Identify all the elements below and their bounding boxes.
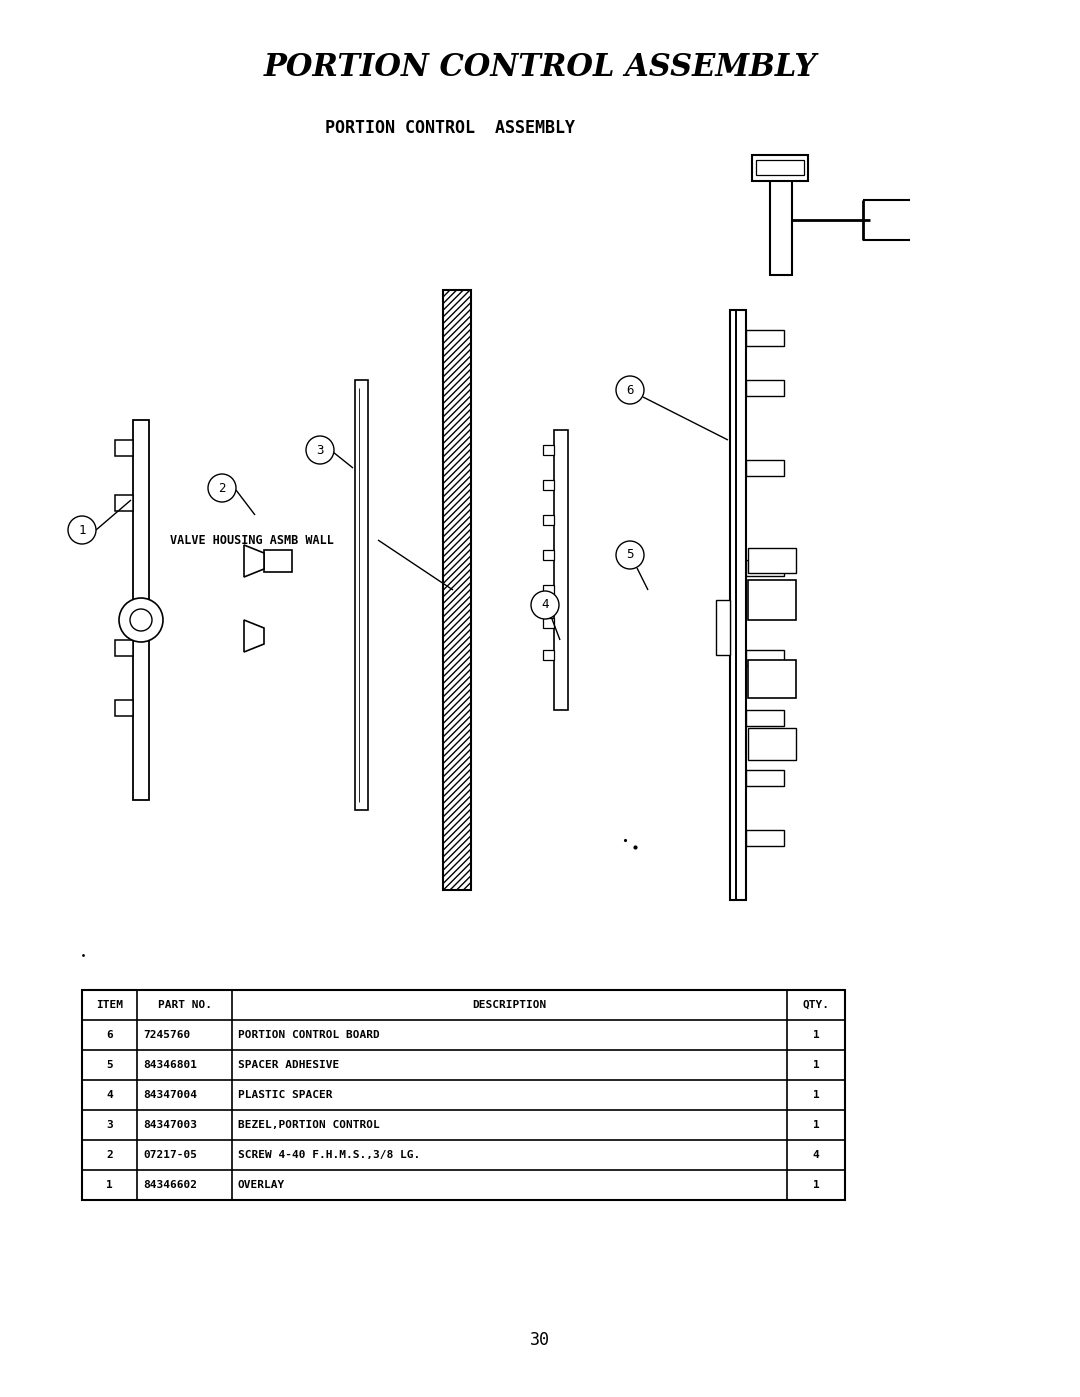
Circle shape <box>306 436 334 464</box>
Bar <box>543 617 554 629</box>
Text: 1: 1 <box>812 1030 820 1039</box>
Text: PLASTIC SPACER: PLASTIC SPACER <box>238 1090 333 1099</box>
Bar <box>554 430 568 710</box>
Text: 84347004: 84347004 <box>143 1090 197 1099</box>
Circle shape <box>531 591 559 619</box>
Text: 84347003: 84347003 <box>143 1120 197 1130</box>
Bar <box>746 560 784 576</box>
Bar <box>82 990 845 1200</box>
Circle shape <box>616 541 644 569</box>
Bar <box>746 330 784 346</box>
Circle shape <box>616 376 644 404</box>
Bar <box>543 515 554 525</box>
Bar <box>133 420 149 800</box>
Text: 2: 2 <box>106 1150 113 1160</box>
Text: SPACER ADHESIVE: SPACER ADHESIVE <box>238 1060 339 1070</box>
Bar <box>543 446 554 455</box>
Text: PORTION CONTROL  ASSEMBLY: PORTION CONTROL ASSEMBLY <box>325 119 575 137</box>
Text: 6: 6 <box>626 384 634 397</box>
Circle shape <box>68 515 96 543</box>
Text: SCREW 4-40 F.H.M.S.,3/8 LG.: SCREW 4-40 F.H.M.S.,3/8 LG. <box>238 1150 420 1160</box>
Text: DESCRIPTION: DESCRIPTION <box>472 1000 546 1010</box>
Bar <box>752 155 808 182</box>
Text: 84346602: 84346602 <box>143 1180 197 1190</box>
Bar <box>730 310 746 900</box>
Text: 5: 5 <box>106 1060 113 1070</box>
Bar <box>114 440 133 455</box>
Text: OVERLAY: OVERLAY <box>238 1180 285 1190</box>
Bar <box>716 599 730 655</box>
Circle shape <box>208 474 237 502</box>
Bar <box>355 380 368 810</box>
Bar <box>114 640 133 657</box>
Text: 1: 1 <box>812 1180 820 1190</box>
Text: 1: 1 <box>78 524 85 536</box>
Bar <box>746 460 784 476</box>
Text: 2: 2 <box>218 482 226 495</box>
Bar <box>543 650 554 659</box>
Bar <box>748 548 796 573</box>
Bar <box>746 830 784 847</box>
Bar <box>746 710 784 726</box>
Text: QTY.: QTY. <box>802 1000 829 1010</box>
Bar <box>543 585 554 595</box>
Bar <box>746 770 784 787</box>
Text: PORTION CONTROL BOARD: PORTION CONTROL BOARD <box>238 1030 380 1039</box>
Bar <box>443 291 471 890</box>
Bar <box>770 165 792 275</box>
Bar <box>543 481 554 490</box>
Bar <box>748 580 796 620</box>
Text: 1: 1 <box>812 1090 820 1099</box>
Bar <box>543 550 554 560</box>
Text: VALVE HOUSING ASMB WALL: VALVE HOUSING ASMB WALL <box>170 534 334 546</box>
Text: 30: 30 <box>530 1331 550 1350</box>
Bar <box>748 728 796 760</box>
Text: 1: 1 <box>812 1120 820 1130</box>
Polygon shape <box>244 620 264 652</box>
Bar <box>114 700 133 717</box>
Text: 1: 1 <box>812 1060 820 1070</box>
Bar <box>443 291 471 890</box>
Text: ITEM: ITEM <box>96 1000 123 1010</box>
Text: 1: 1 <box>106 1180 113 1190</box>
Bar <box>746 650 784 666</box>
Text: 5: 5 <box>626 549 634 562</box>
Circle shape <box>119 598 163 643</box>
Text: 84346801: 84346801 <box>143 1060 197 1070</box>
Text: 3: 3 <box>106 1120 113 1130</box>
Text: BEZEL,PORTION CONTROL: BEZEL,PORTION CONTROL <box>238 1120 380 1130</box>
Bar <box>756 161 804 175</box>
Text: 4: 4 <box>812 1150 820 1160</box>
Bar <box>114 495 133 511</box>
Text: PORTION CONTROL ASSEMBLY: PORTION CONTROL ASSEMBLY <box>264 53 816 84</box>
Text: 6: 6 <box>106 1030 113 1039</box>
Text: PART NO.: PART NO. <box>158 1000 212 1010</box>
Text: 4: 4 <box>106 1090 113 1099</box>
Text: 3: 3 <box>316 443 324 457</box>
Text: 07217-05: 07217-05 <box>143 1150 197 1160</box>
Bar <box>746 380 784 395</box>
Polygon shape <box>244 545 264 577</box>
Bar <box>748 659 796 698</box>
Bar <box>264 550 292 571</box>
Text: 4: 4 <box>541 598 549 612</box>
Text: 7245760: 7245760 <box>143 1030 190 1039</box>
